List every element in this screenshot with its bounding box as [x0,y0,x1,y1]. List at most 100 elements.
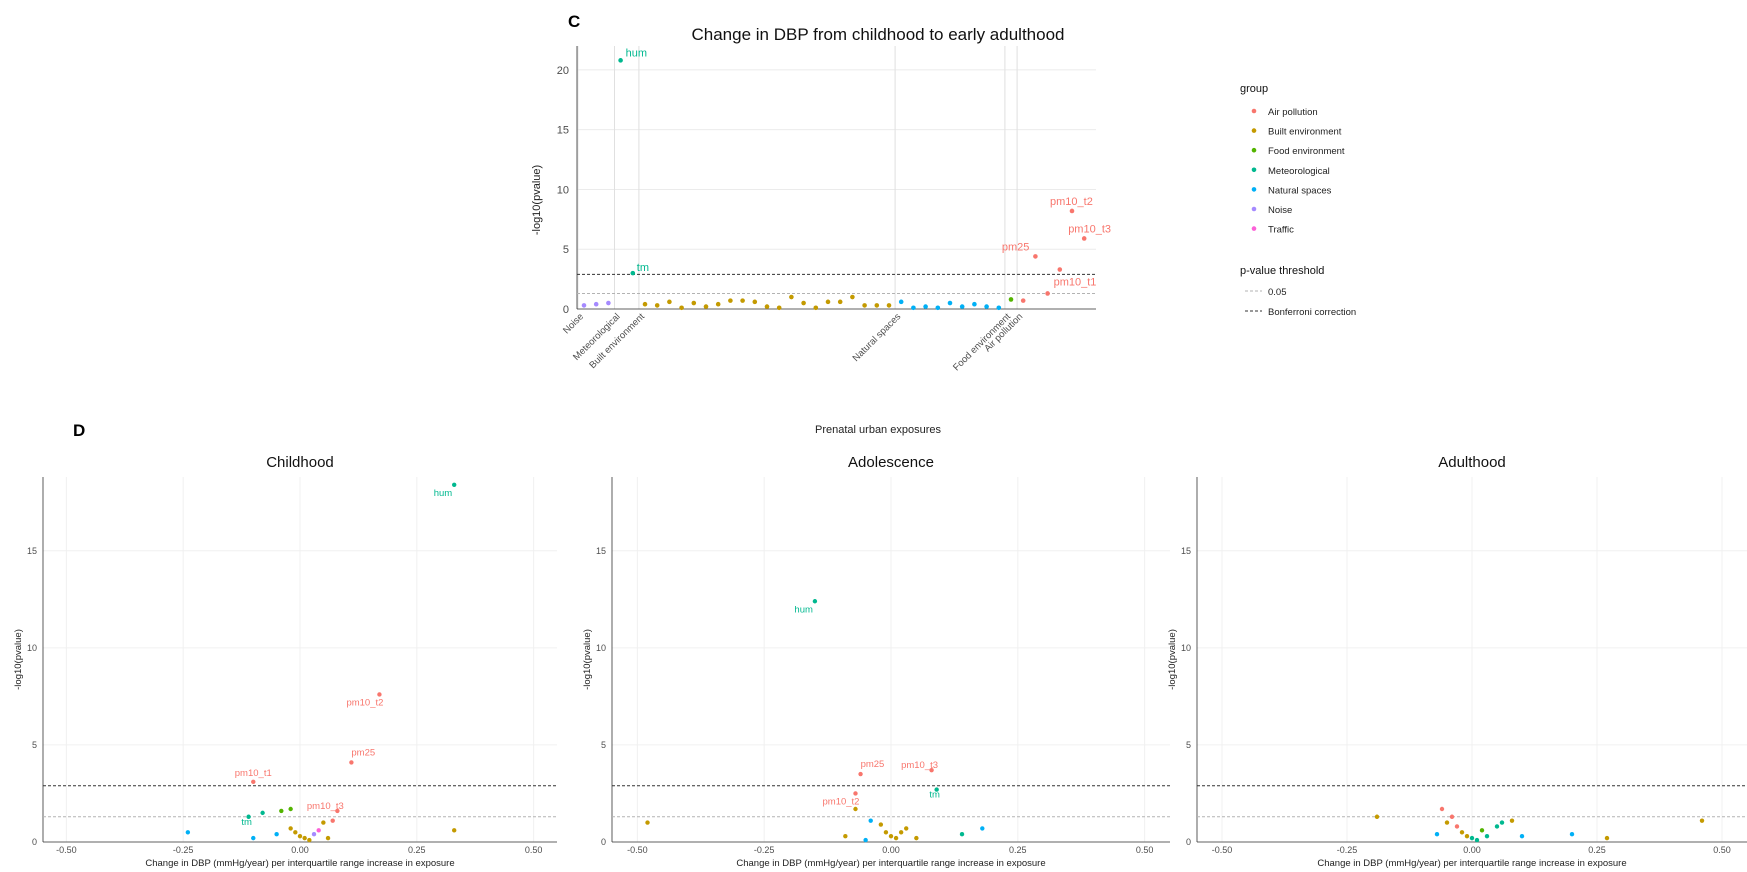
panel-d-point-built-environment [1459,830,1465,835]
panel-d-point-food-environment [288,806,293,812]
legend-swatch-food-environment [1251,147,1257,153]
panel-d-point-meteorological [1494,824,1500,829]
panel-c-point-built-environment [703,304,709,309]
panel-d-point-built-environment [1374,814,1380,819]
panel-d-point-air-pollution [1454,824,1460,829]
panel-d-point-air-pollution [853,791,858,796]
panel-c-point-air-pollution [1045,291,1050,296]
panel-c-point-built-environment [642,301,648,307]
panel-d-ylabel: -log10(pvalue) [582,629,593,690]
panel-d-point-built-environment [452,828,457,833]
panel-d-point-label: hum [794,604,813,615]
legend-label-traffic: Traffic [1268,225,1294,236]
panel-c-point-natural-spaces [947,300,953,306]
panel-d-point-air-pollution [349,760,354,765]
panel-d-point-built-environment [645,820,650,825]
panel-c-point-natural-spaces [972,301,977,307]
panel-d-ylabel: -log10(pvalue) [13,629,24,690]
panel-c-point-built-environment [691,300,697,306]
panel-d-point-label: pm10_t2 [823,796,860,807]
panel-d-point-meteorological [934,787,939,792]
panel-d-point-natural-spaces [274,832,279,837]
legend-threshold-005-label: 0.05 [1268,287,1287,298]
panel-d-point-label: pm10_t2 [346,697,383,708]
panel-d-point-built-environment [914,835,919,841]
panel-d-point-built-environment [1509,818,1515,823]
panel-d-xlabel: Change in DBP (mmHg/year) per interquart… [145,858,454,869]
legend-label-noise: Noise [1268,205,1292,216]
panel-c-point-natural-spaces [935,305,941,311]
panel-d-point-label: tm [241,817,252,828]
legend-label-natural-spaces: Natural spaces [1268,185,1332,196]
panel-c-point-air-pollution [1069,208,1075,214]
panel-d-xtick-label: 0.50 [525,845,543,855]
panel-c-point-natural-spaces [898,299,904,305]
panel-d-subplot-title: Adolescence [848,454,934,471]
panel-d-point-traffic [316,828,321,833]
panel-c-ytick-label: 15 [557,125,569,137]
panel-c-point-natural-spaces [911,305,916,311]
panel-d-point-built-environment [893,835,899,841]
panel-d-point-built-environment [888,833,894,839]
panel-c-point-built-environment [837,299,843,305]
panel-d-xtick-label: 0.50 [1713,845,1731,855]
panel-d-point-natural-spaces [980,826,985,831]
panel-d-point-built-environment [878,822,884,827]
panel-c-point-meteorological [618,58,623,63]
panel-d-point-meteorological [246,814,251,819]
panel-d-ytick-label: 10 [27,643,37,653]
panel-d-xtick-label: 0.25 [408,845,426,855]
panel-d-ytick-label: 5 [1186,740,1191,750]
panel-d-xtick-label: 0.00 [882,845,900,855]
legend-label-built-environment: Built environment [1268,127,1342,138]
panel-d-subplot-title: Childhood [266,454,334,471]
panel-d-xtick-label: -0.50 [627,845,648,855]
panel-d-point-built-environment [297,833,303,839]
panel-d-point-air-pollution [1439,806,1445,812]
panel-d-subplot-title: Adulthood [1438,454,1506,471]
panel-d-point-air-pollution [330,818,335,823]
panel-c-point-built-environment [679,305,684,311]
panel-c-point-built-environment [850,294,855,300]
panel-d-point-built-environment [843,833,848,839]
panel-d-point-natural-spaces [1434,832,1440,837]
panel-d-xtick-label: -0.50 [56,845,77,855]
panel-c-point-built-environment [667,299,672,305]
panel-c-ytick-label: 5 [563,244,569,256]
panel-c-title: Change in DBP from childhood to early ad… [692,25,1065,44]
panel-c-point-air-pollution [1020,298,1026,303]
panel-c-point-air-pollution [1057,267,1063,272]
panel-d-point-built-environment [307,837,312,843]
panel-c-point-noise [593,301,599,307]
panel-c-category-label-food-environment: Food environment [951,311,1013,373]
legend-group-title: group [1240,83,1268,95]
legend-swatch-noise [1251,206,1257,212]
panel-c-point-air-pollution [1081,236,1087,241]
panel-d-point-air-pollution [929,767,934,773]
panel-c-point-label: tm [637,262,649,274]
panel-d-point-built-environment [302,835,307,841]
panel-d-point-natural-spaces [868,818,873,823]
panel-d-point-built-environment [321,820,326,825]
legend-swatch-built-environment [1251,128,1257,133]
panel-d-xtick-label: 0.50 [1136,845,1154,855]
panel-d-childhood: Childhood 0 5 10 15 -0.50 -0.25 0.00 0.25 0.50 Cha… [13,454,557,869]
panel-d-xtick-label: -0.25 [1337,845,1358,855]
panel-d-point-meteorological [1474,837,1480,843]
legend-swatch-natural-spaces [1251,187,1257,192]
panel-c-point-built-environment [740,298,745,303]
panel-d-xtick-label: 0.25 [1588,845,1606,855]
panel-c-ytick-label: 10 [557,184,569,196]
panel-c-point-built-environment [789,294,794,300]
panel-d-point-natural-spaces [1519,833,1525,839]
panel-d-ytick-label: 15 [27,546,37,556]
panel-d-point-food-environment [279,808,284,814]
panel-d-point-meteorological [260,810,265,816]
panel-c-ylabel: -log10(pvalue) [531,165,543,235]
panel-d-xtick-label: -0.25 [173,845,194,855]
panel-d-point-natural-spaces [1569,832,1575,837]
legend-group-items: Air pollution Built environment Food envir… [1251,107,1345,236]
panel-d-point-natural-spaces [251,835,256,841]
